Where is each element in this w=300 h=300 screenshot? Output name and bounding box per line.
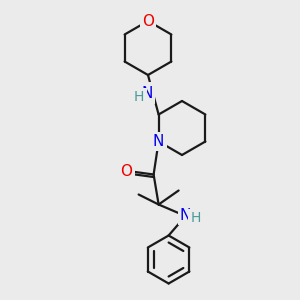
Text: H: H <box>134 90 145 104</box>
Text: N: N <box>153 134 164 149</box>
Text: H: H <box>140 84 151 98</box>
Text: N: N <box>180 208 191 223</box>
Text: H: H <box>190 212 201 226</box>
Text: O: O <box>142 14 154 28</box>
Text: O: O <box>121 164 133 179</box>
Text: N: N <box>142 86 153 101</box>
